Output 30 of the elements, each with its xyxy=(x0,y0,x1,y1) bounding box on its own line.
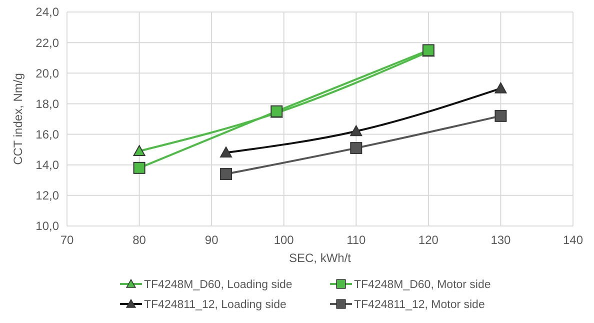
legend-label: TF424811_12, Motor side xyxy=(354,299,485,312)
y-tick-label: 10,0 xyxy=(36,219,60,234)
legend-label: TF424811_12, Loading side xyxy=(144,299,286,312)
y-tick-label: 12,0 xyxy=(36,188,60,203)
x-tick-label: 130 xyxy=(490,233,512,247)
point xyxy=(350,125,362,136)
point xyxy=(220,146,232,158)
y-tick-label: 14,0 xyxy=(36,158,60,172)
y-tick-label: 22,0 xyxy=(36,36,60,50)
x-tick-label: 120 xyxy=(418,233,439,247)
x-axis-title: SEC, kWh/t xyxy=(288,251,352,265)
point xyxy=(494,82,507,94)
point xyxy=(133,145,146,156)
x-tick-label: 110 xyxy=(346,233,366,247)
point xyxy=(494,110,507,122)
y-axis-title: CCT index, Nm/g xyxy=(11,73,25,165)
point xyxy=(133,162,146,174)
x-tick-label: 140 xyxy=(562,233,584,247)
y-tick-label: 18,0 xyxy=(36,96,60,111)
x-tick-label: 100 xyxy=(274,233,294,247)
x-tick-label: 70 xyxy=(60,233,74,247)
point xyxy=(220,168,232,180)
point xyxy=(350,142,362,154)
legend-label: TF4248M_D60, Loading side xyxy=(144,279,292,292)
y-tick-label: 16,0 xyxy=(36,127,60,142)
y-tick-label: 20,0 xyxy=(36,66,60,80)
y-tick-label: 24,0 xyxy=(36,5,60,20)
x-tick-label: 90 xyxy=(204,233,219,247)
x-tick-label: 80 xyxy=(132,233,146,247)
legend-label: TF4248M_D60, Motor side xyxy=(354,279,491,292)
